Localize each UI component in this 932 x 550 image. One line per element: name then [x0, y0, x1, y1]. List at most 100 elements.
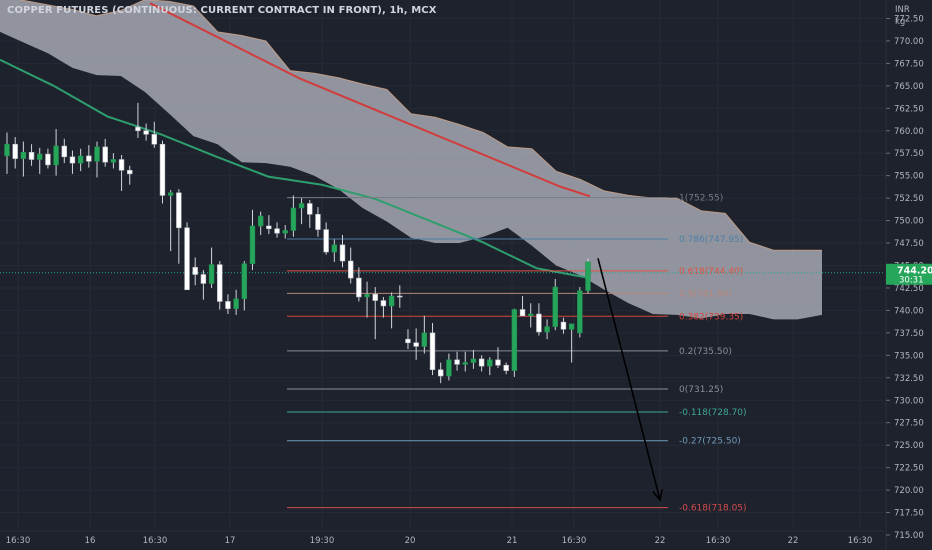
ichimoku-cloud [0, 0, 822, 320]
time-tick-label: 16:30 [562, 536, 587, 546]
candle-body [438, 369, 444, 377]
candle-body [192, 267, 198, 275]
fib-level-label: 0.5(741.90) [679, 289, 732, 299]
cloud-area [0, 0, 822, 320]
ma-green-line [0, 58, 591, 280]
candle-body [127, 169, 133, 175]
price-tick-label: 760.00 [894, 127, 924, 137]
candle-body [61, 145, 67, 158]
price-tick-label: 765.00 [894, 82, 924, 92]
fibonacci-retracement: 1(752.55) 0.786(747.95) 0.618(744.40) 0.5(7… [0, 194, 884, 514]
candle-body [290, 207, 297, 231]
price-tick-label: 772.50 [894, 14, 924, 24]
candle-body [28, 152, 35, 160]
time-tick-label: 16:30 [143, 536, 168, 546]
candle-body [495, 359, 501, 366]
price-tick-label: 767.50 [894, 59, 924, 69]
projection-arrow [597, 258, 663, 502]
candle-body [159, 143, 166, 196]
candle-body [323, 229, 329, 253]
candle-body [225, 301, 231, 309]
fib-level-label: 1(752.55) [679, 194, 723, 204]
candle-body [397, 295, 403, 298]
price-tick-label: 750.00 [894, 217, 924, 227]
candle-body [544, 326, 550, 333]
quantity-unit-label: kg [895, 17, 905, 27]
candle-body [143, 130, 149, 135]
time-tick-label: 16:30 [848, 536, 873, 546]
projection-arrowhead [652, 489, 663, 502]
candle-body [151, 134, 157, 145]
candle-body [560, 321, 567, 330]
time-tick-label: 17 [225, 536, 236, 546]
candle-body [577, 290, 583, 334]
candle-body [511, 309, 518, 371]
fib-level-label: -0.27(725.50) [679, 437, 741, 447]
candle-body [37, 153, 43, 160]
time-tick-label: 16 [85, 536, 96, 546]
candle-body [470, 358, 477, 363]
price-tick-label: 722.50 [894, 464, 924, 474]
candle-body [110, 159, 117, 163]
time-tick-label: 20 [405, 536, 416, 546]
price-tick-label: 735.00 [894, 351, 924, 361]
candle-body [552, 286, 558, 327]
candle-body [282, 230, 288, 234]
price-tick-label: 747.50 [894, 239, 924, 249]
candle-body [585, 261, 591, 291]
price-tick-label: 730.00 [894, 396, 924, 406]
countdown-label: 30:31 [899, 276, 924, 286]
projection-line [597, 258, 661, 501]
fib-level-label: 0(731.25) [679, 385, 723, 395]
currency-unit-label: INR [895, 5, 910, 15]
candle-body [364, 293, 370, 298]
last-price-tag [886, 263, 932, 285]
fib-level-label: -0.618(718.05) [679, 504, 747, 514]
candle-body [347, 260, 354, 279]
candle-body [53, 145, 59, 166]
price-tick-label: 755.00 [894, 172, 924, 182]
price-tick-label: 757.50 [894, 149, 924, 159]
fib-level-label: 0.382(739.35) [679, 312, 743, 322]
candle-body [478, 358, 485, 367]
candle-body [249, 225, 256, 265]
candle-body [462, 362, 468, 365]
candle-body [519, 309, 526, 317]
candle-body [372, 293, 378, 301]
price-tick-label: 717.50 [894, 509, 924, 519]
price-tick-label: 770.00 [894, 37, 924, 47]
price-axis[interactable]: INR kg 715.00 717.50 720.00 722.50 725.00 727.5… [884, 0, 932, 550]
chart-title: COPPER FUTURES (CONTINUOUS: CURRENT CONT… [7, 5, 437, 16]
candle-body [208, 264, 215, 284]
time-tick-label: 22 [655, 536, 666, 546]
candle-body [568, 323, 575, 330]
candle-body [429, 332, 436, 371]
candle-body [69, 156, 76, 164]
fib-level-label: 0.786(747.95) [679, 235, 743, 245]
candle-body [200, 274, 207, 284]
time-tick-label: 16:30 [6, 536, 31, 546]
candle-body [536, 313, 542, 333]
time-axis[interactable]: 16:30 16 16:30 17 19:30 20 21 16:30 22 16:30 22 16:… [0, 530, 884, 550]
time-tick-label: 21 [507, 536, 518, 546]
candle-body [4, 143, 10, 157]
candle-body [135, 126, 141, 132]
fib-level-label: 0.2(735.50) [679, 347, 732, 357]
candle-body [102, 146, 108, 163]
candle-body [307, 203, 313, 215]
candle-body [20, 152, 27, 159]
time-tick-label: 19:30 [310, 536, 335, 546]
candle-body [380, 300, 387, 307]
candle-body [331, 244, 338, 253]
candle-body [454, 359, 460, 365]
candle-body [257, 215, 264, 227]
price-tick-label: 720.00 [894, 486, 924, 496]
candle-body [356, 277, 362, 298]
candle-body [388, 295, 395, 307]
price-tick-label: 737.50 [894, 329, 924, 339]
candle-body [315, 214, 321, 230]
ma-red-line [149, 2, 591, 198]
price-tick-label: 752.50 [894, 194, 924, 204]
cloud-upper-edge [18, 0, 822, 251]
